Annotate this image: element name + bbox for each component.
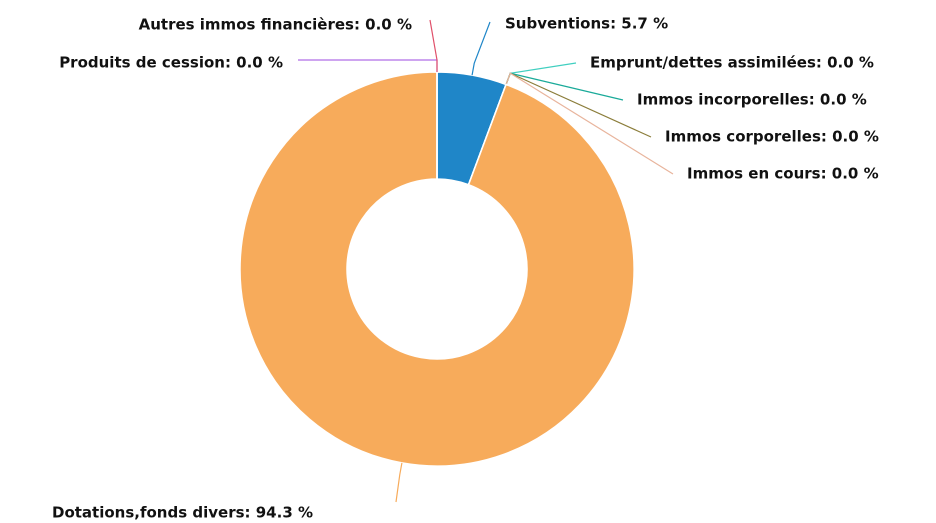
data-label: Dotations,fonds divers: 94.3 % — [52, 504, 313, 522]
leader-line — [395, 462, 403, 503]
data-label: Immos corporelles: 0.0 % — [665, 128, 879, 146]
leader-line — [505, 62, 577, 85]
data-label: Immos incorporelles: 0.0 % — [637, 91, 867, 109]
donut-slice — [239, 71, 635, 467]
data-label: Subventions: 5.7 % — [505, 15, 668, 33]
leader-line — [505, 72, 674, 175]
leader-line — [298, 59, 438, 72]
data-label: Immos en cours: 0.0 % — [687, 165, 879, 183]
data-label: Produits de cession: 0.0 % — [59, 54, 283, 72]
leader-line — [429, 19, 438, 72]
data-label: Autres immos financières: 0.0 % — [139, 16, 412, 34]
data-label: Emprunt/dettes assimilées: 0.0 % — [590, 54, 874, 72]
leader-line — [471, 21, 491, 76]
